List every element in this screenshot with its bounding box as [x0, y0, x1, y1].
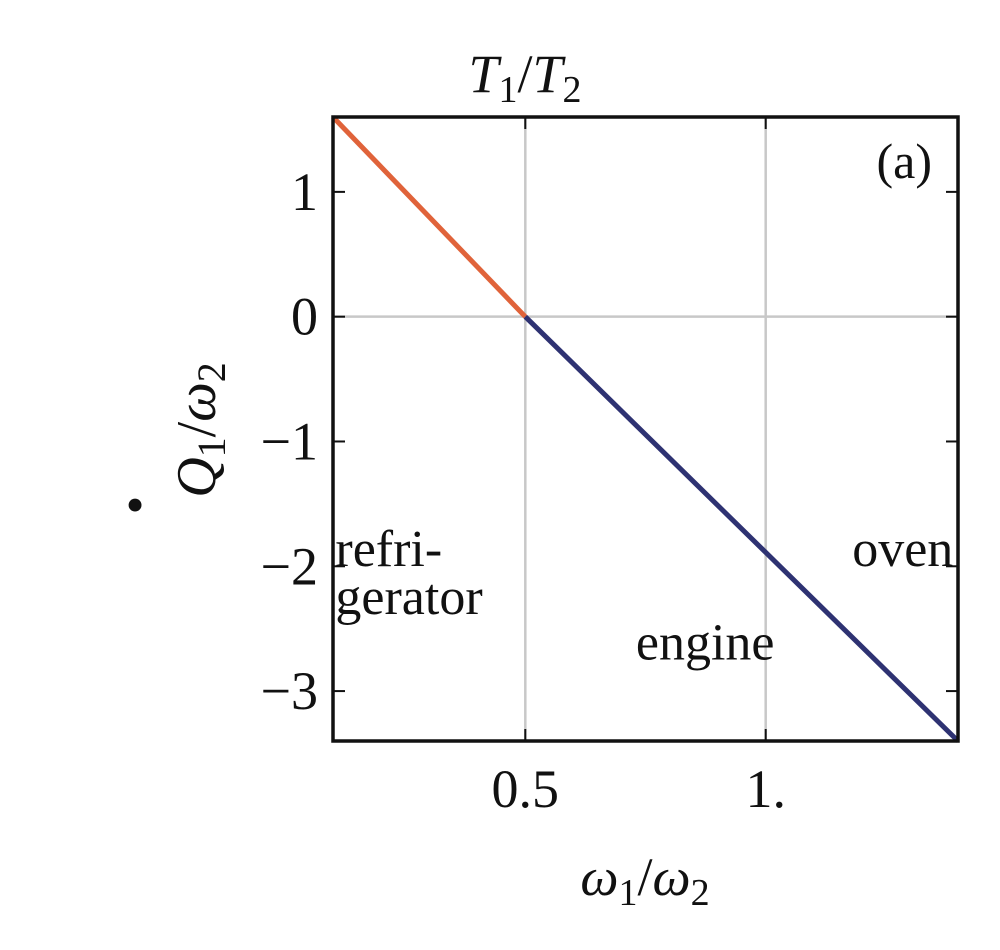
axis-ticks: 0.5 1. 1 0 −1 −2 −3 — [261, 117, 958, 819]
region-label: refri- — [335, 521, 442, 578]
region-labels: refri-gerator engine oven — [335, 521, 953, 672]
series-line-2 — [523, 314, 960, 743]
grid-lines — [333, 117, 958, 741]
region-label: gerator — [335, 569, 482, 626]
x-tick-label: 0.5 — [492, 759, 560, 819]
svg-text:Q1/ω2: Q1/ω2 — [166, 362, 234, 498]
series-line-1 — [331, 115, 528, 319]
y-tick-label: −2 — [261, 536, 318, 596]
panel-label: (a) — [877, 133, 933, 189]
top-axis-label: T1/T2 — [468, 44, 581, 111]
y-tick-label: 1 — [291, 162, 318, 222]
data-series — [331, 115, 960, 743]
y-axis-label: Q1/ω2 • — [105, 362, 234, 514]
x-axis-label: ω1/ω2 — [580, 847, 709, 914]
plot-frame — [331, 115, 960, 743]
region-label: engine — [636, 614, 775, 671]
y-tick-label: 0 — [291, 287, 318, 347]
y-axis-label-dot: • — [105, 496, 165, 515]
y-tick-label: −3 — [261, 661, 318, 721]
y-tick-label: −1 — [261, 411, 318, 471]
x-tick-label: 1. — [745, 759, 786, 819]
region-label: oven — [852, 521, 953, 578]
